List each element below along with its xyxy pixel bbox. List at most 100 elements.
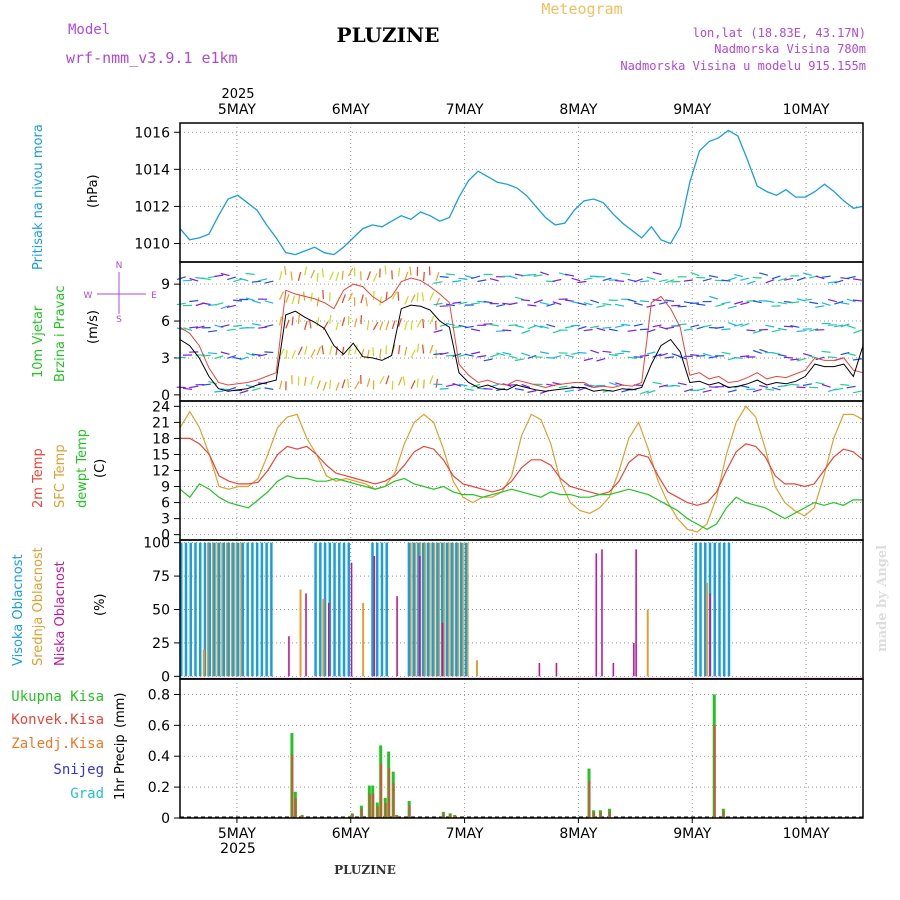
wind-arrow <box>646 276 656 281</box>
wind-arrow <box>727 276 737 281</box>
wind-arrow <box>264 387 274 390</box>
low-cloud-bar <box>441 622 444 677</box>
wind-arrow <box>583 383 593 388</box>
wind-arrow <box>652 324 662 328</box>
wind-arrow <box>410 321 413 331</box>
wind-arrow <box>251 323 261 326</box>
wind-arrow <box>539 351 549 355</box>
conv-precip-bar <box>351 814 354 818</box>
wind-arrow <box>565 354 575 358</box>
wind-arrow <box>690 354 700 357</box>
wind-arrow <box>384 265 387 275</box>
wind-arrow <box>322 381 327 391</box>
wind-arrow <box>182 387 193 390</box>
y-tick-label: 12 <box>152 464 170 480</box>
wind-arrow <box>721 279 731 282</box>
mid-cloud-bar <box>438 542 441 677</box>
wind-arrow <box>239 277 249 282</box>
wind-arrow <box>790 383 800 386</box>
wind-arrow <box>304 266 308 276</box>
station-title: PLUZINE <box>337 23 440 47</box>
wind-arrow <box>633 302 643 306</box>
y-tick-label: 6 <box>161 314 170 330</box>
wind-arrow <box>564 389 575 393</box>
wind-arrows <box>176 265 863 395</box>
wind-arrow <box>220 272 230 277</box>
high-cloud-bar <box>342 542 346 677</box>
wind-arrow <box>251 280 261 283</box>
wind-arrow <box>489 278 499 282</box>
wind-arrow <box>765 324 775 328</box>
y-tick-label: 0.4 <box>148 749 170 765</box>
top-year-label: 2025 <box>221 87 254 102</box>
wind-arrow <box>696 303 706 306</box>
wind-arrow <box>252 387 261 392</box>
wind-arrow <box>214 355 224 360</box>
y-tick-label: 0 <box>161 388 170 404</box>
mid-cloud-bar <box>428 542 431 677</box>
wind-arrow <box>391 291 398 300</box>
wind-arrow <box>201 302 211 306</box>
wind-arrow <box>409 266 412 276</box>
mid-cloud-bar <box>211 542 214 677</box>
wind-arrow <box>410 294 416 303</box>
low-cloud-bar <box>305 593 307 677</box>
wind-arrow <box>552 278 562 282</box>
panel-bg <box>180 123 863 262</box>
high-cloud-bar <box>713 542 716 677</box>
high-cloud-bar <box>319 542 322 677</box>
y-tick-label: 24 <box>152 399 170 415</box>
wind-arrow <box>284 266 287 276</box>
wind-arrow <box>614 352 625 355</box>
wind-arrow <box>533 274 543 277</box>
wind-arrow <box>815 305 825 308</box>
high-cloud-bar <box>328 542 332 677</box>
wind-arrow <box>790 358 800 361</box>
wind-arrow <box>771 387 781 391</box>
high-cloud-bar <box>227 542 230 677</box>
wind-arrow <box>490 353 499 358</box>
wind-arrow <box>366 271 371 281</box>
low-cloud-bar <box>419 556 421 677</box>
wind-arrow <box>372 272 378 282</box>
wind-arrow <box>596 327 606 332</box>
wind-arrow <box>279 291 285 300</box>
wind-arrow <box>615 324 625 328</box>
wind-arrow <box>614 303 625 307</box>
wind-arrow <box>245 352 255 357</box>
wind-arrow <box>176 302 186 306</box>
y-tick-label: 0 <box>161 811 170 827</box>
wind-arrow <box>416 292 419 302</box>
wind-arrow <box>627 298 637 303</box>
wind-arrow <box>496 352 506 356</box>
wind-arrow <box>752 329 762 334</box>
wind-arrow <box>398 376 403 386</box>
temp-ylabel-dewpt: dewpt Temp <box>75 429 90 508</box>
wind-arrow <box>201 277 211 281</box>
wind-arrow <box>602 277 612 282</box>
wind-arrow <box>239 356 249 361</box>
y-tick-label: 100 <box>143 536 170 552</box>
wind-arrow <box>435 272 440 281</box>
model-label: Model <box>68 22 110 38</box>
wind-arrow <box>347 378 350 388</box>
wind-arrow <box>471 351 481 355</box>
wind-arrow <box>354 345 358 354</box>
wind-arrow <box>445 383 456 387</box>
y-tick-label: 0.6 <box>148 718 170 734</box>
wind-arrow <box>439 305 449 307</box>
wind-arrow <box>621 350 631 353</box>
high-cloud-bar <box>421 542 425 677</box>
top-day-label: 8MAY <box>559 102 597 118</box>
wind-arrow <box>821 275 831 278</box>
wind-arrow <box>189 326 199 329</box>
bottom-year-label: 2025 <box>220 841 256 857</box>
wind-arrow <box>759 348 769 353</box>
wind-arrow <box>398 345 401 355</box>
wind-arrow <box>827 281 837 284</box>
wind-arrow <box>602 303 612 306</box>
wind-arrow <box>683 328 693 331</box>
wind-arrow <box>360 348 365 358</box>
conv-precip-bar <box>588 780 591 818</box>
y-tick-label: 1016 <box>134 125 170 141</box>
